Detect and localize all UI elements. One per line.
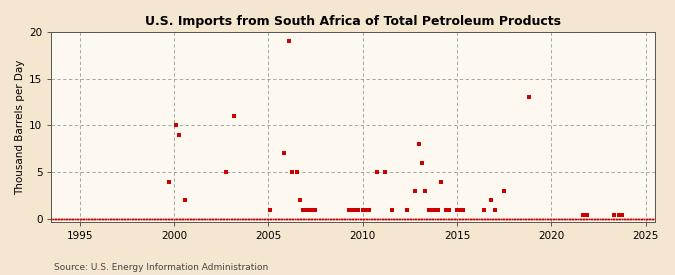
Text: Source: U.S. Energy Information Administration: Source: U.S. Energy Information Administ… bbox=[54, 263, 268, 272]
Y-axis label: Thousand Barrels per Day: Thousand Barrels per Day bbox=[15, 59, 25, 194]
Title: U.S. Imports from South Africa of Total Petroleum Products: U.S. Imports from South Africa of Total … bbox=[145, 15, 561, 28]
